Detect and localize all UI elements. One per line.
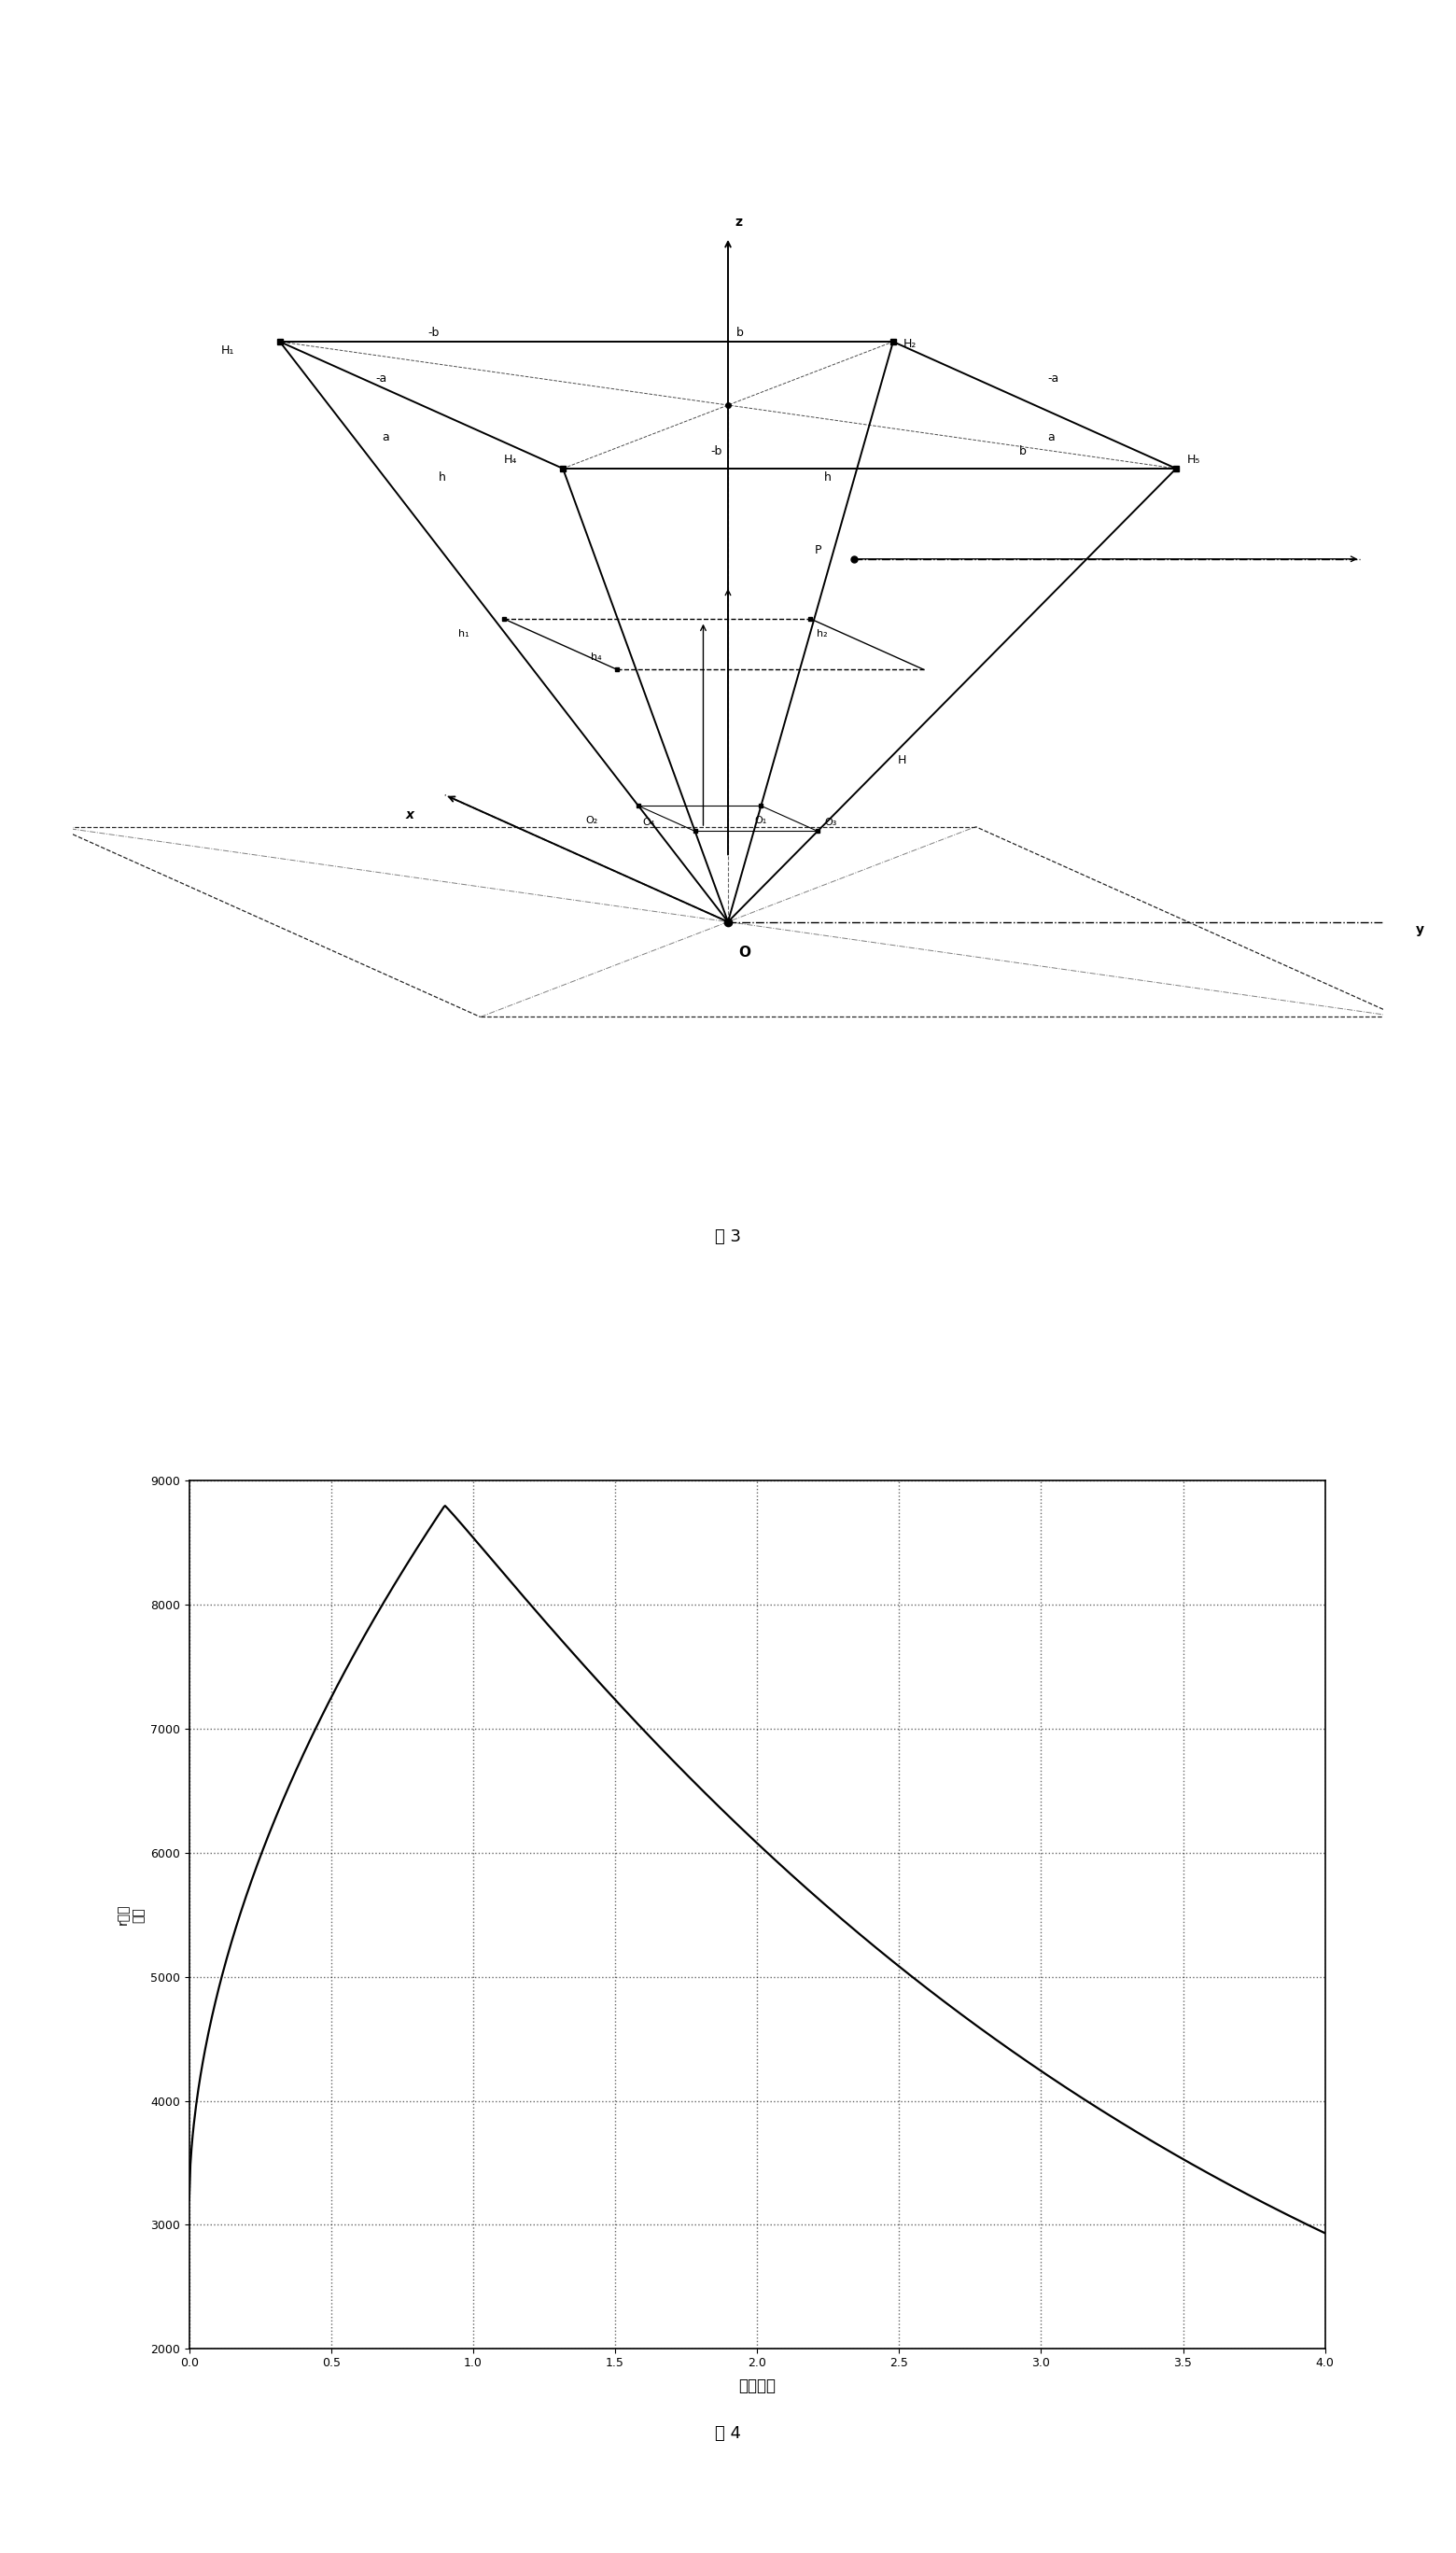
Text: 图 4: 图 4 bbox=[715, 2425, 741, 2441]
Text: y: y bbox=[1415, 924, 1424, 937]
Text: H₅: H₅ bbox=[1187, 454, 1200, 465]
Text: P: P bbox=[815, 544, 821, 557]
Text: z: z bbox=[734, 214, 743, 227]
Text: -a: -a bbox=[376, 373, 387, 386]
Text: O: O bbox=[738, 945, 751, 960]
Text: O₁: O₁ bbox=[754, 817, 767, 825]
Text: h: h bbox=[824, 470, 831, 483]
Text: a: a bbox=[381, 431, 389, 444]
Text: -a: -a bbox=[1048, 373, 1059, 386]
Text: x: x bbox=[406, 809, 414, 822]
Text: b: b bbox=[737, 327, 744, 340]
Text: -b: -b bbox=[711, 444, 722, 457]
Text: a: a bbox=[1048, 431, 1056, 444]
Text: h: h bbox=[438, 470, 446, 483]
Text: b: b bbox=[1019, 444, 1026, 457]
Text: h₄: h₄ bbox=[591, 654, 601, 661]
Text: h₁: h₁ bbox=[459, 628, 469, 638]
Text: O₂: O₂ bbox=[585, 817, 598, 825]
Text: H₄: H₄ bbox=[504, 454, 517, 465]
Text: 图 3: 图 3 bbox=[715, 1228, 741, 1246]
Text: O₃: O₃ bbox=[824, 817, 837, 827]
Y-axis label: r剂量
剂量: r剂量 剂量 bbox=[116, 1905, 146, 1925]
X-axis label: 位置高度: 位置高度 bbox=[738, 2377, 776, 2395]
Text: H₁: H₁ bbox=[221, 345, 234, 357]
Text: O₄: O₄ bbox=[642, 817, 655, 827]
Text: -b: -b bbox=[428, 327, 438, 340]
Text: H: H bbox=[898, 753, 907, 766]
Text: h₂: h₂ bbox=[817, 628, 828, 638]
Text: H₂: H₂ bbox=[904, 337, 917, 350]
